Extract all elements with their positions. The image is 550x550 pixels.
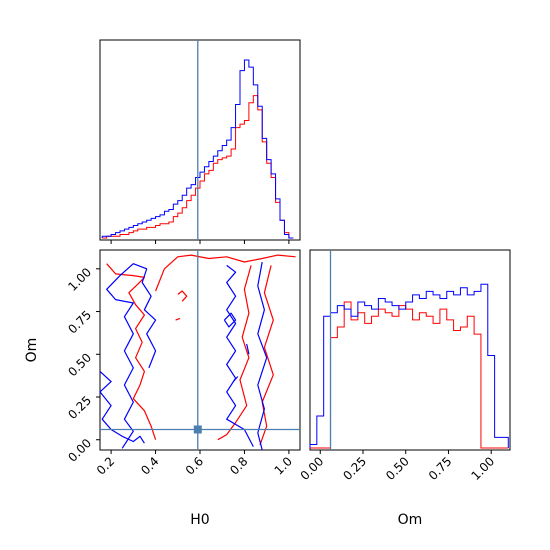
- joint-x-tick-label-2: 0.6: [183, 454, 206, 477]
- om-hist-tick-label-2: 0.50: [383, 454, 412, 483]
- contour-blue-1: [106, 263, 157, 449]
- x-axis-label-om: Om: [398, 512, 423, 528]
- om-hist-step-red: [310, 301, 509, 449]
- contour-blue-5: [246, 343, 250, 355]
- joint-y-tick-label-1: 0.25: [65, 393, 94, 422]
- joint-x-tick-label-3: 0.8: [227, 454, 250, 477]
- contour-blue-2: [226, 264, 254, 447]
- contour-red-3: [259, 265, 274, 446]
- axes-frame-h0-histogram: [99, 39, 301, 241]
- x-axis-label-h0: H0: [190, 512, 209, 528]
- joint-x-tick-label-4: 1.0: [272, 454, 295, 477]
- joint-y-tick-label-2: 0.50: [65, 350, 94, 379]
- joint-x-tick-label-1: 0.4: [138, 454, 161, 477]
- panel-om-histogram: 0.00 0.25 0.50 0.75 1.00: [298, 249, 511, 483]
- axes-frame-joint: [99, 249, 301, 451]
- om-hist-step-blue: [309, 283, 509, 448]
- om-hist-tick-label-0: 0.00: [298, 454, 327, 483]
- h0-histogram-ticks: [110, 240, 290, 244]
- om-hist-tick-label-3: 0.75: [426, 454, 455, 483]
- contour-red-5: [175, 317, 181, 321]
- joint-y-tick-label-0: 0.00: [65, 436, 94, 465]
- contour-red-2: [217, 265, 252, 441]
- joint-x-tick-label-0: 0.2: [94, 454, 117, 477]
- contour-red-4: [177, 290, 188, 302]
- joint-y-tick-label-3: 0.75: [65, 308, 94, 337]
- contour-red-0: [106, 263, 157, 440]
- y-axis-label-om: Om: [24, 338, 40, 363]
- joint-y-ticks: 0.00 0.25 0.50 0.75 1.00: [65, 265, 100, 465]
- panel-h0-histogram: [99, 39, 301, 244]
- contour-blue-6: [232, 376, 239, 382]
- joint-contours: [99, 254, 296, 451]
- joint-truth-marker: [193, 425, 202, 434]
- contour-blue-3: [257, 261, 268, 451]
- om-hist-tick-label-1: 0.25: [340, 454, 369, 483]
- joint-y-tick-label-4: 1.00: [65, 265, 94, 294]
- contour-blue-0: [99, 370, 145, 444]
- om-histogram-ticks: 0.00 0.25 0.50 0.75 1.00: [298, 450, 498, 483]
- om-histogram-series: [309, 283, 509, 449]
- panel-joint-contour: 0.2 0.4 0.6 0.8 1.0 0.00 0.25 0.50 0.75 1.00: [65, 249, 301, 478]
- om-hist-tick-label-4: 1.00: [469, 454, 498, 483]
- joint-x-ticks: 0.2 0.4 0.6 0.8 1.0: [94, 450, 295, 478]
- contour-red-1: [155, 254, 296, 292]
- axes-frame-om-histogram: [309, 249, 511, 451]
- contour-blue-4: [223, 312, 237, 328]
